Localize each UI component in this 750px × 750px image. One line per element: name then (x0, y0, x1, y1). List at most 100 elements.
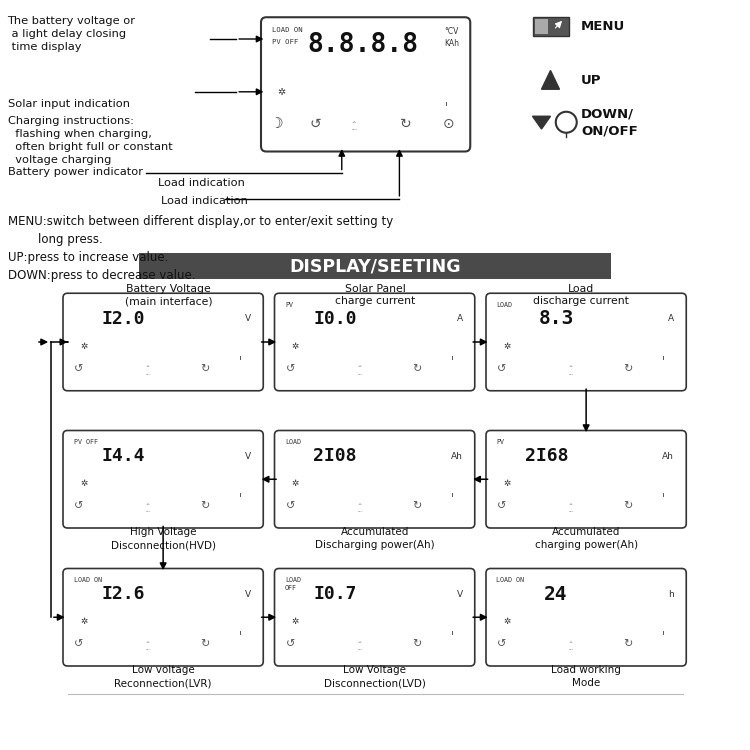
Bar (358, 87, 364, 97)
Text: ^: ^ (352, 121, 356, 126)
Bar (536, 615, 542, 620)
Bar (324, 346, 330, 350)
Bar (172, 478, 178, 488)
Bar (332, 615, 338, 620)
Text: ___: ___ (568, 371, 574, 375)
Bar (332, 477, 338, 482)
FancyBboxPatch shape (486, 430, 686, 528)
Text: 2I08: 2I08 (314, 447, 357, 465)
Bar (332, 340, 338, 344)
FancyBboxPatch shape (535, 19, 548, 34)
Text: ↻: ↻ (412, 364, 422, 374)
Text: ^: ^ (568, 640, 573, 646)
Bar (374, 87, 380, 97)
Bar (167, 640, 171, 646)
Text: °CV: °CV (445, 27, 459, 36)
Bar (392, 478, 398, 488)
Text: ↻: ↻ (200, 639, 210, 649)
FancyBboxPatch shape (63, 293, 263, 391)
Bar (120, 340, 126, 344)
Text: Low Voltage
Disconnection(LVD): Low Voltage Disconnection(LVD) (324, 665, 425, 688)
Bar (369, 616, 375, 626)
Text: ✲: ✲ (80, 479, 88, 488)
Text: DISPLAY/SEETING: DISPLAY/SEETING (290, 257, 460, 275)
Text: ^: ^ (568, 503, 573, 508)
Text: ↺: ↺ (286, 364, 295, 374)
Bar (324, 621, 330, 626)
Bar (316, 615, 322, 620)
Bar (528, 615, 534, 620)
Bar (536, 346, 542, 350)
Text: ↺: ↺ (497, 501, 506, 511)
Text: ___: ___ (146, 371, 151, 375)
Bar (528, 621, 534, 626)
Bar (543, 615, 549, 620)
Bar (536, 621, 542, 626)
Text: ^: ^ (146, 640, 150, 646)
Bar (392, 616, 398, 626)
Bar (590, 640, 594, 646)
FancyBboxPatch shape (274, 568, 475, 666)
FancyBboxPatch shape (274, 430, 475, 528)
Bar (384, 478, 390, 488)
Bar (120, 346, 126, 350)
FancyBboxPatch shape (345, 495, 381, 516)
Bar (112, 615, 118, 620)
Bar (316, 621, 322, 626)
Bar (603, 478, 609, 488)
Bar (596, 478, 602, 488)
Bar (324, 483, 330, 488)
Bar (596, 616, 602, 626)
Text: LOAD ON: LOAD ON (496, 578, 524, 584)
Text: ↻: ↻ (412, 639, 422, 649)
Bar (543, 340, 549, 344)
Text: PV: PV (285, 302, 293, 308)
Bar (105, 477, 111, 482)
Bar (112, 621, 118, 626)
Bar (375, 121, 379, 128)
Bar (590, 365, 594, 371)
Text: I0.0: I0.0 (314, 310, 357, 328)
FancyBboxPatch shape (134, 358, 170, 379)
Bar (536, 477, 542, 482)
Bar (382, 87, 388, 97)
Bar (366, 87, 372, 97)
Text: MENU:switch between different display,or to enter/exit setting ty
        long p: MENU:switch between different display,or… (8, 214, 393, 281)
Text: ___: ___ (568, 509, 574, 512)
Bar (588, 341, 594, 351)
Bar (324, 477, 330, 482)
Text: V: V (245, 314, 251, 323)
Text: High Voltage
Disconnection(HVD): High Voltage Disconnection(HVD) (111, 527, 216, 550)
Bar (105, 621, 111, 626)
Text: ⊙: ⊙ (442, 117, 454, 131)
Text: Charging instructions:
  flashing when charging,
  often bright full or constant: Charging instructions: flashing when cha… (8, 116, 172, 178)
Bar (309, 92, 316, 96)
Text: 8.8.8.8: 8.8.8.8 (308, 32, 419, 58)
Text: ^: ^ (357, 640, 362, 646)
Text: Low voltage
Reconnection(LVR): Low voltage Reconnection(LVR) (114, 665, 212, 688)
Text: Solar Panel
charge current: Solar Panel charge current (334, 284, 416, 306)
Bar (543, 483, 549, 488)
Text: ___: ___ (146, 646, 151, 650)
Bar (105, 346, 111, 350)
Text: UP: UP (581, 74, 602, 87)
Text: Load indication: Load indication (158, 178, 244, 188)
Text: ✲: ✲ (278, 87, 285, 97)
FancyBboxPatch shape (556, 495, 592, 516)
Bar (376, 478, 382, 488)
Text: The battery voltage or
 a light delay closing
 time display: The battery voltage or a light delay clo… (8, 16, 136, 52)
FancyBboxPatch shape (63, 430, 263, 528)
Text: ✲: ✲ (292, 342, 299, 351)
Bar (120, 483, 126, 488)
Text: Solar input indication: Solar input indication (8, 99, 130, 109)
Text: LOAD ON: LOAD ON (272, 27, 303, 33)
Text: h: h (668, 590, 674, 598)
Text: ✲: ✲ (80, 617, 88, 626)
Bar (112, 477, 118, 482)
Bar (603, 616, 609, 626)
Bar (316, 346, 322, 350)
Bar (324, 615, 330, 620)
Text: LOAD: LOAD (285, 440, 301, 446)
Text: ↻: ↻ (200, 501, 210, 511)
Bar (158, 616, 164, 626)
